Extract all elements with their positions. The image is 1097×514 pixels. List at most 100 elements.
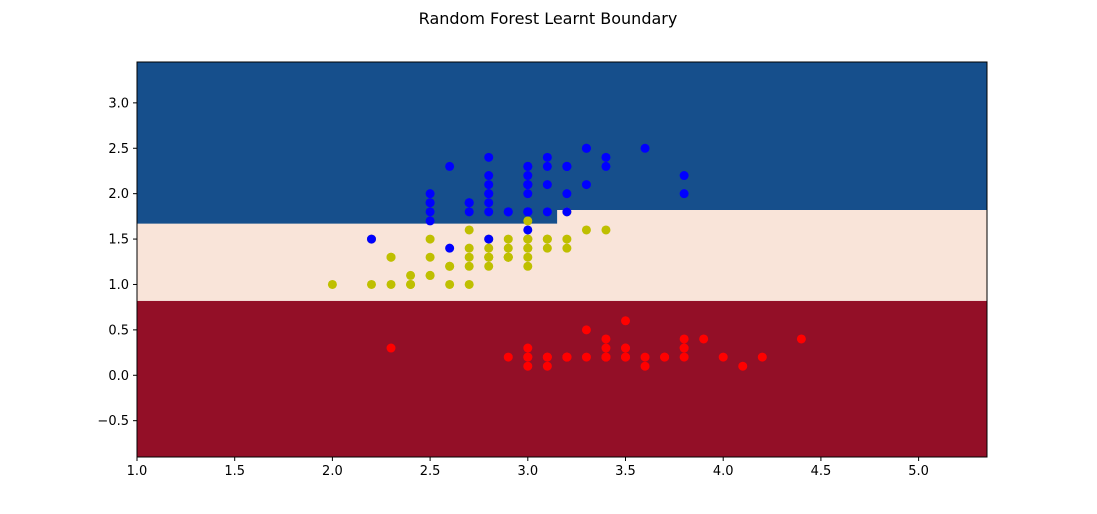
data-point bbox=[542, 180, 552, 190]
data-point bbox=[562, 243, 572, 253]
data-point bbox=[406, 279, 416, 289]
data-point bbox=[464, 225, 474, 235]
data-point bbox=[464, 279, 474, 289]
data-point bbox=[581, 352, 591, 362]
region-upper bbox=[137, 62, 987, 224]
y-tick-label: 1.5 bbox=[108, 233, 129, 248]
data-point bbox=[542, 243, 552, 253]
data-point bbox=[581, 143, 591, 153]
x-tick-label: 2.5 bbox=[420, 464, 441, 479]
data-point bbox=[679, 171, 689, 181]
data-point bbox=[562, 161, 572, 171]
data-point bbox=[601, 352, 611, 362]
x-axis: 1.0 1.5 2.0 2.5 3.0 3.5 4.0 4.5 5.0 bbox=[127, 457, 929, 479]
data-point bbox=[523, 361, 533, 371]
data-point bbox=[542, 207, 552, 217]
y-tick-label: −0.5 bbox=[97, 414, 129, 429]
data-point bbox=[464, 198, 474, 208]
data-point bbox=[445, 243, 455, 253]
data-point bbox=[718, 352, 728, 362]
data-point bbox=[523, 352, 533, 362]
data-point bbox=[601, 152, 611, 162]
x-tick-label: 1.0 bbox=[127, 464, 148, 479]
data-point bbox=[523, 252, 533, 262]
data-point bbox=[523, 189, 533, 199]
data-point bbox=[621, 343, 631, 353]
x-tick-label: 2.0 bbox=[322, 464, 343, 479]
data-point bbox=[601, 334, 611, 344]
plot-area bbox=[136, 61, 988, 458]
data-point bbox=[386, 279, 396, 289]
data-point bbox=[484, 207, 494, 217]
data-point bbox=[425, 189, 435, 199]
data-point bbox=[523, 343, 533, 353]
data-point bbox=[327, 279, 337, 289]
x-tick-label: 3.0 bbox=[517, 464, 538, 479]
data-point bbox=[621, 316, 631, 326]
x-tick-label: 4.5 bbox=[811, 464, 832, 479]
data-point bbox=[640, 143, 650, 153]
data-point bbox=[484, 234, 494, 244]
plot-frame bbox=[136, 61, 988, 458]
data-point bbox=[523, 216, 533, 226]
data-point bbox=[542, 361, 552, 371]
data-point bbox=[425, 198, 435, 208]
data-point bbox=[366, 234, 376, 244]
scatter-points bbox=[327, 143, 806, 371]
data-point bbox=[523, 207, 533, 217]
data-point bbox=[503, 252, 513, 262]
data-point bbox=[464, 243, 474, 253]
data-point bbox=[601, 225, 611, 235]
data-point bbox=[484, 171, 494, 181]
data-point bbox=[484, 243, 494, 253]
data-point bbox=[484, 180, 494, 190]
data-point bbox=[523, 234, 533, 244]
data-point bbox=[503, 352, 513, 362]
y-axis: −0.5 0.0 0.5 1.0 1.5 2.0 2.5 3.0 bbox=[97, 96, 137, 429]
data-point bbox=[542, 352, 552, 362]
y-tick-label: 0.5 bbox=[108, 323, 129, 338]
data-point bbox=[601, 161, 611, 171]
data-point bbox=[503, 243, 513, 253]
data-point bbox=[484, 252, 494, 262]
data-point bbox=[484, 152, 494, 162]
data-point bbox=[366, 279, 376, 289]
x-tick-label: 5.0 bbox=[908, 464, 929, 479]
data-point bbox=[523, 225, 533, 235]
data-point bbox=[562, 234, 572, 244]
data-point bbox=[523, 171, 533, 181]
data-point bbox=[679, 334, 689, 344]
x-tick-label: 3.5 bbox=[615, 464, 636, 479]
data-point bbox=[738, 361, 748, 371]
data-point bbox=[699, 334, 709, 344]
y-tick-label: 3.0 bbox=[108, 96, 129, 111]
data-point bbox=[621, 352, 631, 362]
data-point bbox=[581, 225, 591, 235]
data-point bbox=[581, 180, 591, 190]
data-point bbox=[542, 234, 552, 244]
decision-regions bbox=[137, 62, 987, 457]
data-point bbox=[425, 270, 435, 280]
data-point bbox=[660, 352, 670, 362]
data-point bbox=[640, 352, 650, 362]
region-lower bbox=[137, 300, 987, 457]
data-point bbox=[679, 343, 689, 353]
data-point bbox=[484, 261, 494, 271]
data-point bbox=[562, 207, 572, 217]
data-point bbox=[679, 352, 689, 362]
data-point bbox=[386, 343, 396, 353]
data-point bbox=[425, 252, 435, 262]
data-point bbox=[425, 234, 435, 244]
y-tick-label: 0.0 bbox=[108, 369, 129, 384]
data-point bbox=[503, 207, 513, 217]
data-point bbox=[601, 343, 611, 353]
data-point bbox=[581, 325, 591, 335]
data-point bbox=[445, 161, 455, 171]
data-point bbox=[796, 334, 806, 344]
data-point bbox=[445, 261, 455, 271]
data-point bbox=[484, 198, 494, 208]
chart-title: Random Forest Learnt Boundary bbox=[419, 9, 678, 28]
data-point bbox=[679, 189, 689, 199]
data-point bbox=[562, 352, 572, 362]
